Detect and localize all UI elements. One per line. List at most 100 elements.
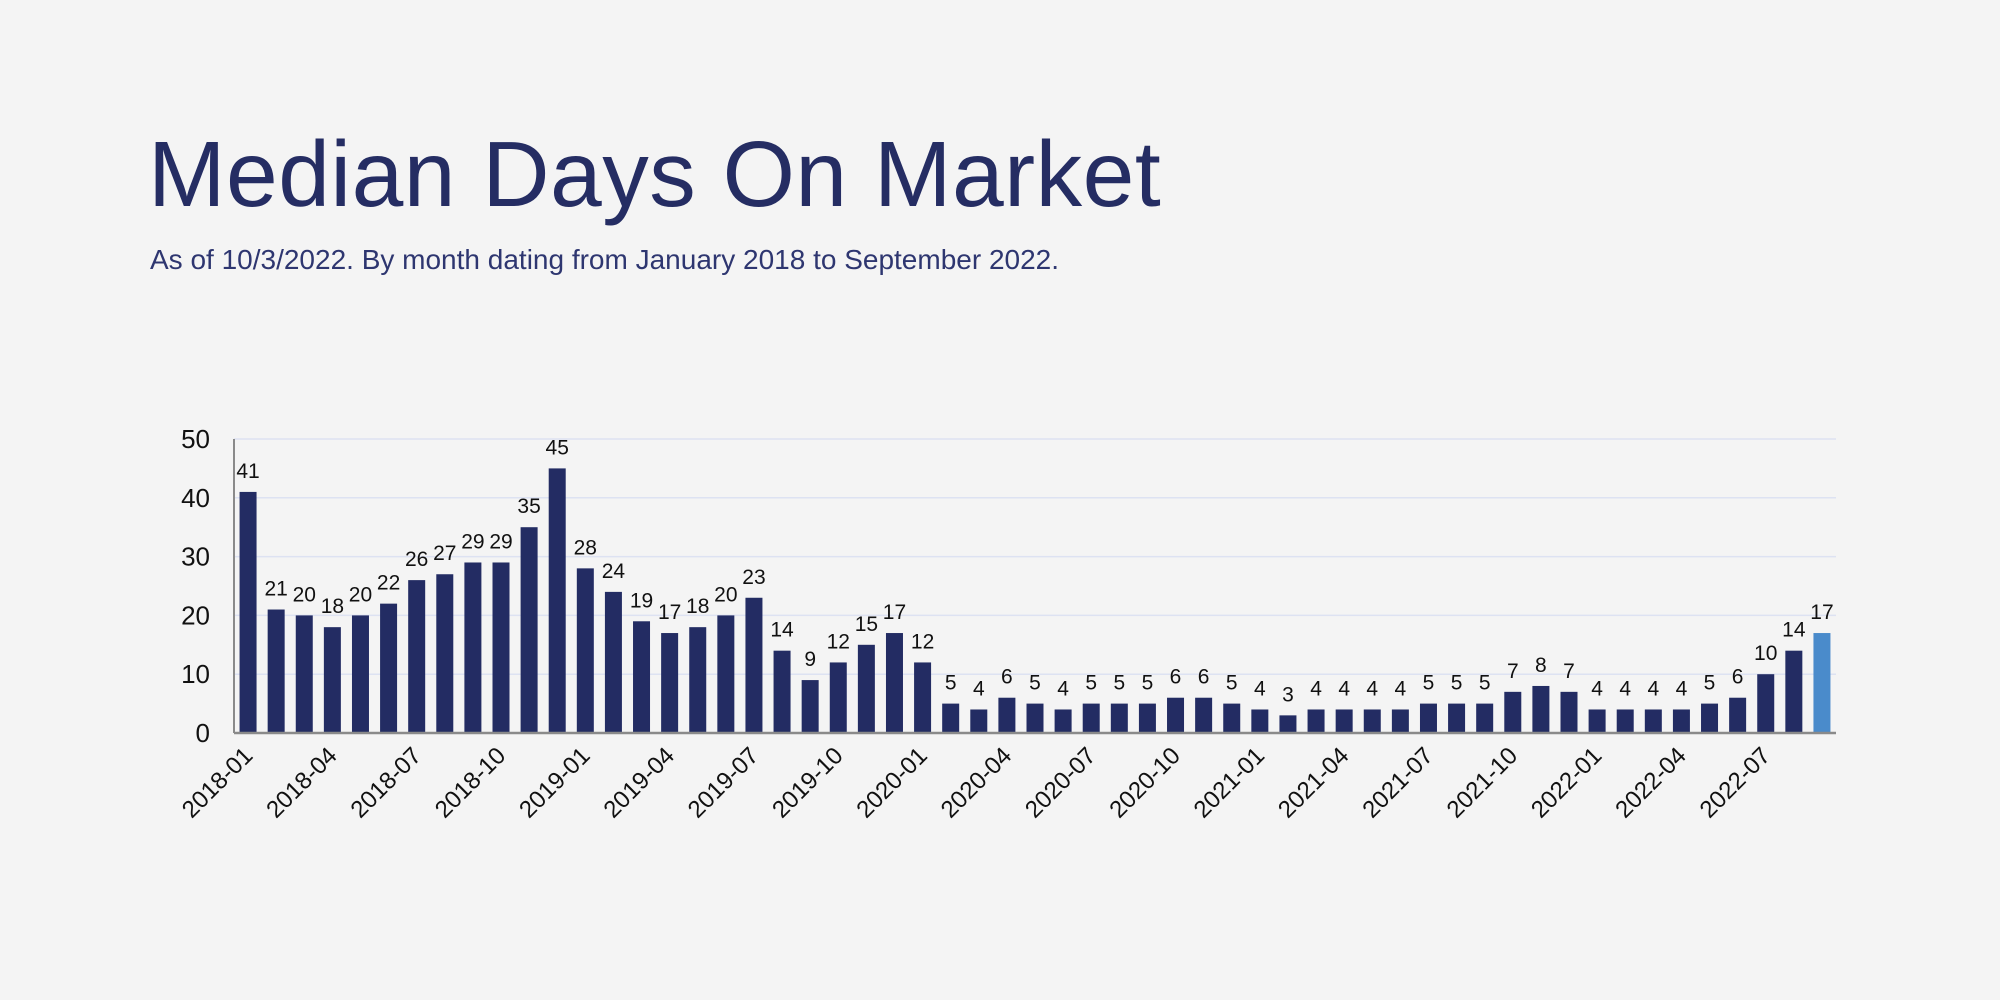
x-tick-label: 2021-07	[1357, 742, 1438, 823]
data-label: 28	[574, 536, 597, 559]
data-label: 5	[1704, 672, 1716, 695]
data-label: 4	[1254, 677, 1266, 700]
x-tick-label: 2020-04	[936, 742, 1017, 823]
data-label: 20	[349, 583, 372, 606]
bar	[408, 580, 426, 733]
data-label: 5	[1226, 672, 1238, 695]
bar	[633, 621, 651, 733]
data-label: 22	[377, 572, 400, 595]
bar	[380, 603, 398, 733]
data-label: 27	[433, 542, 456, 565]
data-label: 9	[804, 648, 816, 671]
bar	[1026, 703, 1044, 733]
bar	[604, 591, 622, 733]
data-label: 4	[1619, 677, 1631, 700]
data-label: 12	[827, 630, 850, 653]
data-label: 5	[1479, 672, 1491, 695]
bar	[773, 650, 791, 733]
data-label: 20	[293, 583, 316, 606]
chart-subtitle: As of 10/3/2022. By month dating from Ja…	[150, 244, 1060, 275]
data-label: 5	[1085, 672, 1097, 695]
data-label: 4	[1395, 677, 1407, 700]
data-label: 4	[1647, 677, 1659, 700]
data-label: 23	[742, 566, 765, 589]
y-tick-label: 10	[181, 659, 210, 689]
y-tick-label: 40	[181, 483, 210, 513]
data-label: 19	[630, 589, 653, 612]
data-label: 5	[1029, 672, 1041, 695]
x-tick-label: 2022-01	[1526, 742, 1607, 823]
data-label: 4	[973, 677, 985, 700]
bar	[829, 662, 847, 733]
bar	[295, 615, 313, 733]
data-label: 5	[1142, 672, 1154, 695]
bar	[1448, 703, 1466, 733]
bar	[1251, 709, 1269, 733]
bar	[745, 597, 763, 733]
bar	[1729, 697, 1747, 733]
data-label: 18	[686, 595, 709, 618]
data-label: 6	[1001, 666, 1013, 689]
data-label: 20	[714, 583, 737, 606]
bar	[1363, 709, 1381, 733]
x-tick-label: 2019-01	[514, 742, 595, 823]
data-label: 29	[489, 530, 512, 553]
data-label: 15	[855, 613, 878, 636]
data-label: 24	[602, 560, 626, 583]
x-tick-label: 2018-10	[430, 742, 511, 823]
y-tick-label: 0	[196, 718, 210, 748]
x-tick-label: 2019-07	[683, 742, 764, 823]
bar	[1644, 709, 1662, 733]
data-label: 35	[517, 495, 540, 518]
bar	[970, 709, 988, 733]
bar	[1419, 703, 1437, 733]
x-tick-label: 2022-07	[1695, 742, 1776, 823]
bar	[689, 627, 707, 733]
bar	[1560, 691, 1578, 733]
data-label: 5	[1113, 672, 1125, 695]
bar	[1504, 691, 1522, 733]
x-tick-label: 2018-07	[346, 742, 427, 823]
x-tick-label: 2021-01	[1189, 742, 1270, 823]
bar	[1785, 650, 1803, 733]
data-label: 6	[1170, 666, 1182, 689]
data-label: 5	[1451, 672, 1463, 695]
data-label: 17	[658, 601, 681, 624]
x-tick-label: 2020-07	[1020, 742, 1101, 823]
bar	[548, 468, 566, 733]
bar	[942, 703, 960, 733]
x-tick-label: 2019-10	[767, 742, 848, 823]
bar	[1167, 697, 1185, 733]
bar	[1138, 703, 1156, 733]
bar	[267, 609, 285, 733]
bar	[914, 662, 932, 733]
data-label: 7	[1563, 660, 1575, 683]
x-tick-label: 2022-04	[1610, 742, 1691, 823]
bar	[801, 680, 819, 733]
data-label: 45	[546, 436, 569, 459]
x-tick-label: 2018-01	[177, 742, 258, 823]
x-tick-label: 2019-04	[599, 742, 680, 823]
bar	[1279, 715, 1297, 733]
data-label: 5	[1423, 672, 1435, 695]
data-label: 3	[1282, 683, 1294, 706]
bar	[1672, 709, 1690, 733]
data-label: 29	[461, 530, 484, 553]
bar	[998, 697, 1016, 733]
bar	[1195, 697, 1213, 733]
bar	[351, 615, 369, 733]
data-label: 4	[1676, 677, 1688, 700]
x-tick-label: 2021-10	[1442, 742, 1523, 823]
chart-title: Median Days On Market	[148, 122, 1162, 226]
data-label: 21	[264, 578, 287, 601]
bar	[1813, 633, 1831, 733]
data-label: 12	[911, 630, 934, 653]
data-label: 10	[1754, 642, 1777, 665]
bar	[1223, 703, 1241, 733]
bar	[1391, 709, 1409, 733]
bar	[1532, 685, 1550, 733]
data-label: 17	[883, 601, 906, 624]
data-label: 41	[236, 460, 259, 483]
data-label: 18	[321, 595, 344, 618]
